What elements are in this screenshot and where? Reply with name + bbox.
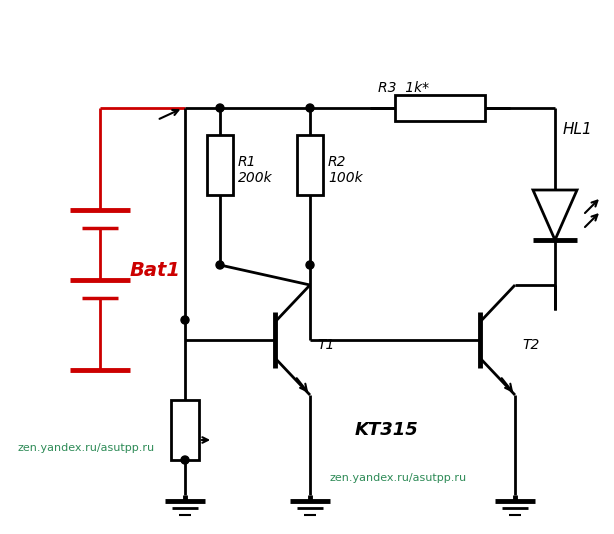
- Text: zen.yandex.ru/asutpp.ru: zen.yandex.ru/asutpp.ru: [18, 443, 155, 453]
- Text: T2: T2: [522, 338, 539, 352]
- Circle shape: [181, 316, 189, 324]
- Bar: [171, 400, 199, 460]
- Text: T1: T1: [317, 338, 335, 352]
- Bar: [395, 95, 485, 121]
- Text: R2
100k: R2 100k: [328, 155, 363, 185]
- Text: KT315: KT315: [355, 421, 419, 439]
- Text: R3  1k*: R3 1k*: [378, 81, 429, 95]
- Polygon shape: [533, 190, 577, 240]
- Bar: [297, 135, 323, 195]
- Bar: [207, 135, 233, 195]
- Circle shape: [216, 104, 224, 112]
- Text: Bat1: Bat1: [130, 261, 181, 279]
- Circle shape: [216, 261, 224, 269]
- Text: R1
200k: R1 200k: [238, 155, 273, 185]
- Text: zen.yandex.ru/asutpp.ru: zen.yandex.ru/asutpp.ru: [330, 473, 467, 483]
- Text: HL1: HL1: [563, 122, 593, 137]
- Circle shape: [181, 456, 189, 464]
- Circle shape: [306, 261, 314, 269]
- Circle shape: [306, 104, 314, 112]
